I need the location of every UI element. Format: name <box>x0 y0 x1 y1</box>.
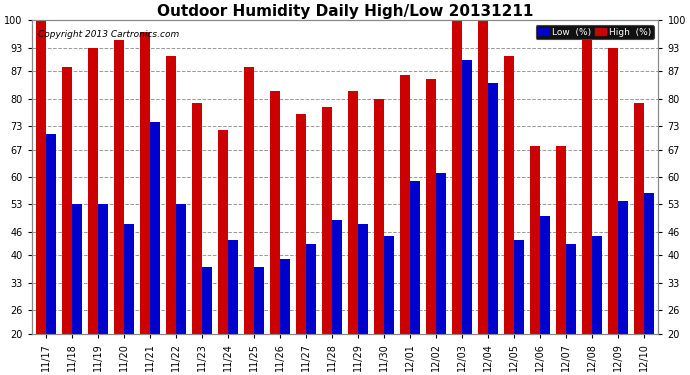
Bar <box>618 201 628 334</box>
Bar <box>514 240 524 334</box>
Bar <box>530 146 540 334</box>
Bar <box>202 267 212 334</box>
Bar <box>540 216 550 334</box>
Bar <box>384 236 394 334</box>
Bar <box>150 122 160 334</box>
Bar <box>36 20 46 334</box>
Bar <box>176 204 186 334</box>
Text: Copyright 2013 Cartronics.com: Copyright 2013 Cartronics.com <box>38 30 179 39</box>
Bar <box>426 79 436 334</box>
Bar <box>566 244 576 334</box>
Bar <box>504 56 514 334</box>
Bar <box>124 224 134 334</box>
Title: Outdoor Humidity Daily High/Low 20131211: Outdoor Humidity Daily High/Low 20131211 <box>157 4 533 19</box>
Bar <box>254 267 264 334</box>
Bar <box>582 40 592 334</box>
Bar <box>270 91 280 334</box>
Bar <box>348 91 358 334</box>
Bar <box>358 224 368 334</box>
Bar <box>556 146 566 334</box>
Bar <box>46 134 56 334</box>
Bar <box>436 173 446 334</box>
Bar <box>306 244 316 334</box>
Bar <box>244 68 254 334</box>
Bar <box>634 103 644 334</box>
Bar <box>140 32 150 334</box>
Bar <box>592 236 602 334</box>
Bar <box>114 40 124 334</box>
Bar <box>322 106 332 334</box>
Bar <box>280 260 290 334</box>
Bar <box>166 56 176 334</box>
Bar <box>478 20 488 334</box>
Bar <box>644 193 654 334</box>
Bar <box>228 240 238 334</box>
Bar <box>488 83 498 334</box>
Bar <box>452 20 462 334</box>
Bar <box>62 68 72 334</box>
Bar <box>410 181 420 334</box>
Bar <box>332 220 342 334</box>
Bar <box>462 60 472 334</box>
Bar <box>400 75 410 334</box>
Bar <box>88 48 98 334</box>
Bar <box>374 99 384 334</box>
Bar <box>98 204 108 334</box>
Bar <box>192 103 202 334</box>
Bar <box>218 130 228 334</box>
Legend: Low  (%), High  (%): Low (%), High (%) <box>535 25 654 39</box>
Bar <box>296 114 306 334</box>
Bar <box>72 204 82 334</box>
Bar <box>608 48 618 334</box>
